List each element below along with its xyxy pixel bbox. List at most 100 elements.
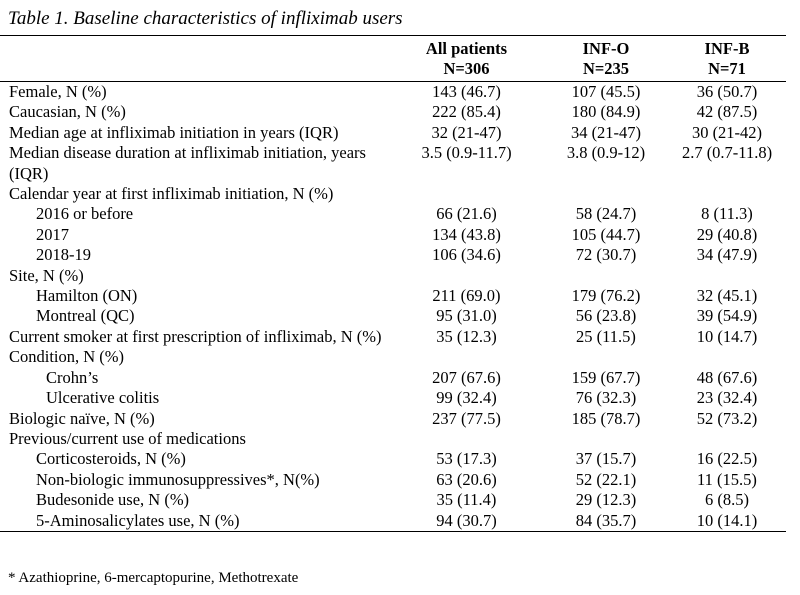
header-inf-b-n: N=71: [668, 59, 786, 82]
all-patients-value: 94 (30.7): [389, 510, 544, 532]
table-row: Caucasian, N (%) 222 (85.4) 180 (84.9) 42 (…: [0, 102, 786, 122]
header-inf-o-n: N=235: [544, 59, 668, 82]
table-row: 2018-19 106 (34.6) 72 (30.7) 34 (47.9): [0, 245, 786, 265]
inf-o-value: 105 (44.7): [571, 224, 641, 244]
inf-b-value: 11 (15.5): [697, 469, 757, 489]
inf-b-value: 52 (73.2): [696, 408, 758, 428]
row-label: 2018-19: [36, 245, 91, 265]
table-row: Crohn’s 207 (67.6) 159 (67.7) 48 (67.6): [0, 368, 786, 388]
inf-b-value: [668, 429, 786, 449]
row-label: Corticosteroids, N (%): [36, 449, 186, 469]
inf-b-value: 8 (11.3): [701, 204, 753, 224]
inf-o-value: 107 (45.5): [571, 82, 641, 101]
all-patients-value: 3.5 (0.9-11.7): [421, 143, 512, 163]
inf-b-value: 48 (67.6): [696, 367, 758, 387]
row-label: Median disease duration at infliximab in…: [9, 143, 366, 183]
table-row: Montreal (QC) 95 (31.0) 56 (23.8) 39 (54.9): [0, 306, 786, 326]
header-row-1: All patients INF-O INF-B: [0, 35, 786, 59]
table-row: Median age at infliximab initiation in y…: [0, 123, 786, 143]
table-row: Biologic naïve, N (%) 237 (77.5) 185 (78.7…: [0, 409, 786, 429]
table-row: Current smoker at first prescription of …: [0, 327, 786, 347]
row-label: 2016 or before: [36, 204, 134, 224]
row-label: Current smoker at first prescription of …: [9, 326, 382, 346]
row-label: Female, N (%): [9, 82, 107, 101]
table-footnote: * Azathioprine, 6-mercaptopurine, Methot…: [8, 570, 299, 586]
all-patients-value: 143 (46.7): [432, 82, 501, 101]
inf-b-value: 23 (32.4): [696, 388, 758, 408]
row-label: Hamilton (ON): [36, 286, 138, 306]
row-label: Ulcerative colitis: [46, 388, 160, 408]
inf-o-value: 56 (23.8): [575, 306, 637, 326]
row-label: Budesonide use, N (%): [36, 490, 190, 510]
header-all-patients-n: N=306: [389, 59, 544, 82]
inf-o-value: 58 (24.7): [575, 204, 637, 224]
inf-b-value: 30 (21-42): [691, 122, 763, 142]
all-patients-value: 53 (17.3): [436, 449, 497, 469]
inf-o-value: 29 (12.3): [575, 490, 637, 510]
row-label: Non-biologic immunosuppressives*, N(%): [36, 469, 320, 489]
inf-o-value: 84 (35.7): [544, 510, 668, 532]
inf-o-value: 76 (32.3): [575, 388, 637, 408]
header-row-2: N=306 N=235 N=71: [0, 59, 786, 82]
all-patients-value: 66 (21.6): [436, 204, 497, 224]
inf-b-value: 42 (87.5): [696, 102, 758, 122]
all-patients-value: 35 (12.3): [436, 326, 497, 346]
table-row: 2016 or before 66 (21.6) 58 (24.7) 8 (11.3): [0, 204, 786, 224]
table-row: Previous/current use of medications: [0, 429, 786, 449]
table-row: Median disease duration at infliximab in…: [0, 143, 786, 184]
row-label: Crohn’s: [46, 367, 99, 387]
row-label: 2017: [36, 224, 69, 244]
all-patients-value: 32 (21-47): [431, 122, 502, 142]
inf-o-value: 37 (15.7): [575, 449, 637, 469]
row-label: Previous/current use of medications: [9, 428, 246, 448]
inf-o-value: 52 (22.1): [575, 469, 637, 489]
all-patients-value: 95 (31.0): [436, 306, 497, 326]
all-patients-value: 63 (20.6): [436, 469, 497, 489]
table-row: 5-Aminosalicylates use, N (%) 94 (30.7) 84…: [0, 510, 786, 532]
all-patients-value: 35 (11.4): [436, 490, 497, 510]
baseline-characteristics-table: All patients INF-O INF-B N=306 N=235 N=7…: [0, 35, 786, 532]
table-body: Female, N (%) 143 (46.7) 107 (45.5) 36 (50.…: [0, 82, 786, 532]
inf-o-value: 185 (78.7): [571, 408, 641, 428]
row-label: Caucasian, N (%): [9, 102, 126, 122]
inf-o-value: 159 (67.7): [571, 367, 641, 387]
inf-o-value: 34 (21-47): [570, 122, 642, 142]
all-patients-value: 106 (34.6): [432, 245, 501, 265]
all-patients-value: 207 (67.6): [432, 367, 501, 387]
table-row: Hamilton (ON) 211 (69.0) 179 (76.2) 32 (45.…: [0, 286, 786, 306]
inf-b-value: [668, 347, 786, 367]
table-row: Non-biologic immunosuppressives*, N(%) 63…: [0, 470, 786, 490]
inf-o-value: [544, 429, 668, 449]
inf-o-value: 179 (76.2): [571, 286, 641, 306]
row-label: Biologic naïve, N (%): [9, 408, 155, 428]
row-label: Montreal (QC): [36, 306, 135, 326]
inf-o-value: 180 (84.9): [571, 102, 641, 122]
inf-o-value: [544, 184, 668, 204]
inf-b-value: 2.7 (0.7-11.8): [681, 143, 773, 163]
inf-b-value: 32 (45.1): [696, 286, 758, 306]
table-row: Condition, N (%): [0, 347, 786, 367]
row-label: Calendar year at first infliximab initia…: [9, 184, 334, 204]
inf-b-value: 39 (54.9): [696, 306, 758, 326]
table-row: Calendar year at first infliximab initia…: [0, 184, 786, 204]
all-patients-value: 211 (69.0): [432, 286, 501, 306]
inf-b-value: [668, 266, 786, 286]
inf-o-value: [544, 266, 668, 286]
header-label-cell: [0, 35, 389, 59]
header-label-cell-2: [0, 59, 389, 82]
inf-b-value: [668, 184, 786, 204]
table-row: 2017 134 (43.8) 105 (44.7) 29 (40.8): [0, 225, 786, 245]
table-row: Budesonide use, N (%) 35 (11.4) 29 (12.3) 6…: [0, 490, 786, 510]
table-row: Corticosteroids, N (%) 53 (17.3) 37 (15.7)…: [0, 449, 786, 469]
table-caption: Table 1. Baseline characteristics of inf…: [8, 8, 403, 29]
all-patients-value: [389, 347, 544, 367]
inf-b-value: 10 (14.1): [668, 510, 786, 532]
row-label: Condition, N (%): [9, 347, 125, 367]
table-row: Female, N (%) 143 (46.7) 107 (45.5) 36 (50.…: [0, 82, 786, 103]
all-patients-value: 222 (85.4): [432, 102, 501, 122]
inf-b-value: 16 (22.5): [696, 449, 758, 469]
inf-b-value: 36 (50.7): [696, 82, 758, 101]
header-inf-o: INF-O: [544, 35, 668, 59]
table-row: Site, N (%): [0, 266, 786, 286]
